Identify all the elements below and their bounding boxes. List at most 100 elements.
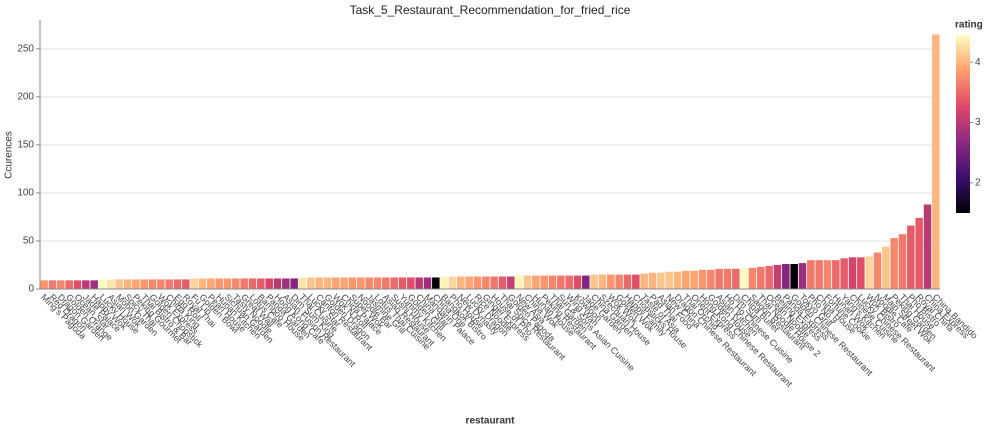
bar	[65, 280, 73, 289]
bar	[148, 279, 157, 289]
bar	[598, 274, 607, 289]
bar	[182, 279, 190, 289]
bar	[40, 280, 48, 289]
bar	[507, 276, 515, 289]
bar	[390, 277, 398, 289]
bar	[648, 272, 657, 289]
y-tick-label: 0	[28, 284, 34, 295]
bar	[173, 279, 182, 289]
bar	[523, 275, 532, 289]
bar	[90, 280, 98, 289]
colorbar-tick-label: 3	[975, 117, 981, 128]
bar	[407, 277, 415, 289]
x-axis-label: restaurant	[466, 416, 516, 427]
bar	[673, 271, 682, 289]
bar	[740, 267, 748, 289]
bar	[98, 279, 107, 289]
bar	[382, 277, 390, 289]
y-tick-label: 250	[17, 43, 34, 54]
colorbar-tick-label: 2	[975, 177, 981, 188]
bar	[157, 279, 165, 289]
bar	[882, 246, 890, 289]
bar	[448, 276, 457, 289]
bar	[373, 277, 382, 289]
bar	[498, 276, 507, 289]
bar	[215, 278, 223, 289]
bar	[48, 280, 57, 289]
bar	[265, 278, 273, 289]
bar	[565, 275, 573, 289]
bar	[465, 276, 473, 289]
bar	[257, 278, 265, 289]
bar	[607, 274, 615, 289]
y-axis-label: Ccurences	[4, 131, 15, 179]
bar	[415, 277, 423, 289]
bar	[590, 274, 598, 289]
bar	[240, 278, 248, 289]
bar	[632, 274, 640, 289]
bar	[790, 264, 798, 289]
colorbar-title: rating	[955, 20, 983, 31]
bar	[898, 234, 907, 289]
bar	[532, 275, 540, 289]
bar	[665, 271, 673, 289]
bar	[807, 260, 815, 289]
bar	[340, 277, 348, 289]
bar	[57, 280, 65, 289]
bar	[207, 278, 215, 289]
bar	[140, 279, 148, 289]
bar	[165, 279, 173, 289]
bar	[907, 225, 915, 289]
bar	[248, 278, 257, 289]
bar	[298, 277, 307, 289]
bar	[932, 34, 940, 290]
bar	[540, 275, 548, 289]
bar	[732, 268, 740, 289]
bar	[832, 260, 840, 289]
bar	[815, 260, 823, 289]
bar	[365, 277, 373, 289]
bar	[915, 217, 923, 289]
bar	[723, 268, 732, 289]
colorbar	[956, 35, 970, 213]
bar	[548, 275, 557, 289]
bar	[282, 278, 290, 289]
bar	[490, 276, 498, 289]
bar	[557, 275, 565, 289]
bar	[690, 270, 698, 289]
bar	[573, 275, 582, 289]
chart-title: Task_5_Restaurant_Recommendation_for_fri…	[350, 3, 631, 17]
bar	[73, 280, 82, 289]
y-tick-label: 100	[17, 188, 34, 199]
bar	[115, 279, 123, 289]
bar	[132, 279, 140, 289]
bar	[440, 276, 448, 289]
bar	[757, 266, 765, 289]
bar	[432, 277, 440, 289]
bar	[823, 260, 832, 289]
y-tick-label: 50	[23, 236, 35, 247]
bar	[473, 276, 482, 289]
bar	[623, 274, 632, 289]
y-tick-label: 150	[17, 140, 34, 151]
bar	[773, 264, 782, 289]
bar	[840, 258, 848, 289]
bar	[923, 204, 932, 289]
bar	[615, 274, 623, 289]
bar	[107, 279, 115, 289]
bar	[890, 238, 898, 289]
bar	[82, 280, 90, 289]
bar	[873, 252, 882, 289]
bar	[232, 278, 240, 289]
y-tick-label: 200	[17, 91, 34, 102]
bar	[273, 278, 282, 289]
bar	[748, 267, 757, 289]
bar	[515, 275, 523, 289]
bar	[457, 276, 465, 289]
bar	[290, 278, 298, 289]
bar	[423, 277, 432, 289]
bar	[198, 278, 207, 289]
bar	[357, 277, 365, 289]
bar	[765, 265, 773, 289]
